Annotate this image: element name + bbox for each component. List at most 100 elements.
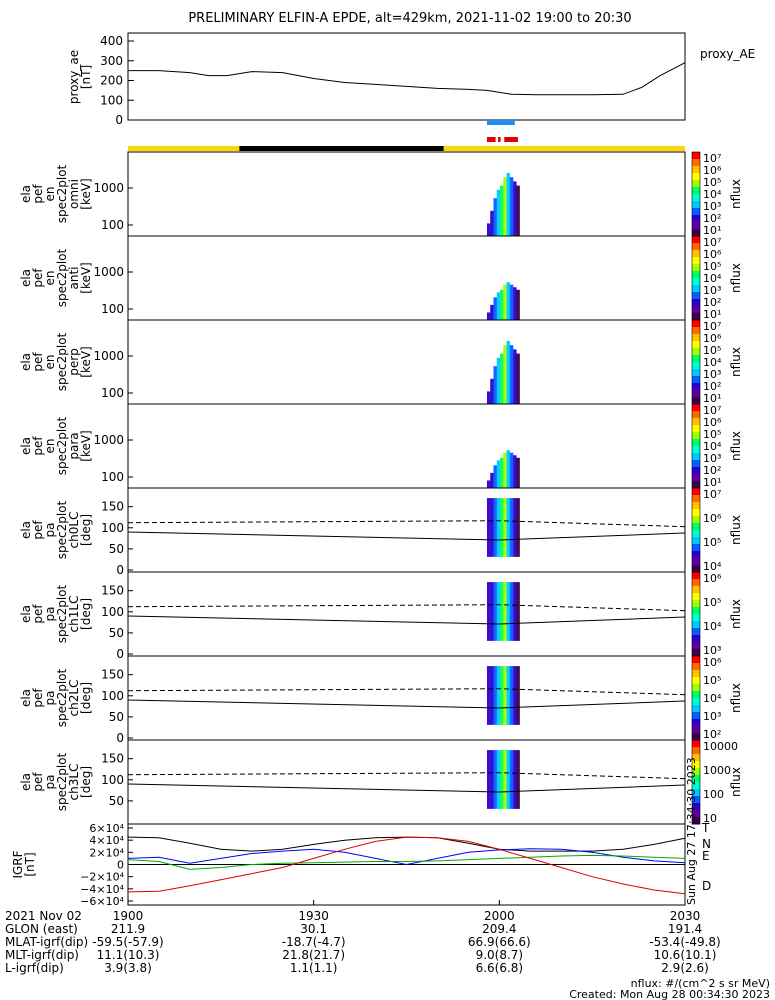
colorbar-swatch: [692, 656, 700, 664]
footer-created: Created: Mon Aug 28 00:34:30 2023: [569, 988, 770, 1000]
spectrogram-cell: [509, 284, 514, 320]
spectrogram-cell: [516, 666, 520, 725]
panel-ch1LC-data: [486, 582, 520, 641]
colorbar-swatch: [692, 278, 700, 286]
colorbar-swatch: [692, 495, 700, 503]
panel-ch2LC-colorbar-tick: 10²: [703, 728, 721, 741]
panel-perp-colorbar-label: nflux: [729, 347, 743, 377]
colorbar-swatch: [692, 432, 700, 440]
xaxis-row-value: 3.9(3.8): [104, 961, 152, 975]
colorbar-swatch: [692, 740, 700, 748]
colorbar-swatch: [692, 320, 700, 328]
panel-para-frame: [127, 403, 686, 489]
spectrogram-cell: [500, 457, 504, 488]
panel-ch2LC-colorbar-label-text: nflux: [729, 683, 743, 713]
panel-ch2LC-ylabel-line: pa: [43, 691, 57, 706]
panel-ch0LC-colorbar-label: nflux: [729, 515, 743, 545]
spectrogram-cell: [503, 345, 507, 404]
proxy-ae-ylabel-line: [nT]: [79, 65, 93, 89]
colorbar-swatch: [692, 215, 700, 223]
panel-ch3LC-colorbar-tick: 1000: [703, 764, 731, 777]
colorbar-swatch: [692, 586, 700, 594]
colorbar-swatch: [692, 551, 700, 559]
spectrogram-cell: [500, 666, 504, 725]
spectrogram-cell: [509, 498, 514, 557]
panel-ch2LC-ylabel-line: [deg]: [79, 682, 93, 714]
panel-para-ylabel-line: [keV]: [79, 430, 93, 461]
colorbar-swatch: [692, 355, 700, 363]
spectrogram-cell: [513, 750, 517, 809]
panel-para-colorbar-tick: 10³: [703, 452, 721, 465]
panel-para-data: [486, 450, 520, 488]
colorbar-swatch: [692, 719, 700, 727]
panel-ch2LC-colorbar-tick: 10⁴: [703, 692, 722, 705]
panel-omni-ylabel-line: pef: [31, 184, 45, 204]
panel-ch0LC-ylabel-line: pa: [43, 523, 57, 538]
xaxis-row-value: 30.1: [300, 922, 327, 936]
spectrogram-cell: [506, 750, 511, 809]
panel-ch1LC-ytick-label: 150: [101, 584, 124, 598]
spectrogram-cell: [516, 289, 520, 320]
panel-para-colorbar-tick: 10⁴: [703, 440, 722, 453]
panel-ch3LC-ylabel-line: pa: [43, 775, 57, 790]
colorbar-swatch: [692, 817, 700, 825]
panel-anti-ytick-label: 100: [101, 302, 124, 316]
panel-para-ytick-label: 1000: [93, 433, 124, 447]
panel-ch3LC-loss-cone-line: [127, 783, 686, 793]
spectrogram-cell: [503, 284, 507, 320]
panel-ch3LC-ytick-label: 150: [101, 752, 124, 766]
colorbar-swatch: [692, 201, 700, 209]
spectrogram-cell: [506, 450, 511, 488]
panel-omni-colorbar-tick: 10⁵: [703, 176, 721, 189]
panel-perp-ylabel-line: ela: [19, 353, 33, 371]
panel-anti-ylabel-line: pef: [31, 268, 45, 288]
colorbar-swatch: [692, 621, 700, 629]
colorbar-swatch: [692, 789, 700, 797]
igrf-ytick-label: −4×10⁴: [80, 883, 124, 896]
xaxis-row-value: 66.9(66.6): [468, 935, 531, 949]
panel-ch1LC-colorbar-tick: 10⁴: [703, 620, 722, 633]
panel-ch3LC-colorbar-label: nflux: [729, 767, 743, 797]
panel-anti-ylabel-line: ela: [19, 269, 33, 287]
colorbar-swatch: [692, 194, 700, 202]
colorbar-swatch: [692, 691, 700, 699]
xaxis-time-tick: 2030: [670, 909, 701, 923]
colorbar-swatch: [692, 187, 700, 195]
igrf-legend-N: N: [702, 837, 711, 851]
proxy-ae-frame: [127, 32, 686, 121]
side-timestamp-text: Sun Aug 27 17:34:30 2023: [685, 757, 698, 905]
colorbar-swatch: [692, 698, 700, 706]
panel-omni-colorbar-label: nflux: [729, 179, 743, 209]
xaxis-row-value: 209.4: [482, 922, 516, 936]
panel-anti-colorbar-tick: 10²: [703, 296, 721, 309]
panel-ch0LC-ytick-label: 150: [101, 500, 124, 514]
spectrogram-cell: [493, 498, 497, 557]
panel-ch0LC-frame: [127, 487, 686, 573]
panel-omni-ytick-label: 100: [101, 218, 124, 232]
colorbar-swatch: [692, 348, 700, 356]
colorbar-swatch: [692, 684, 700, 692]
panel-anti-ylabel-line: [keV]: [79, 262, 93, 293]
colorbar-swatch: [692, 712, 700, 720]
side-timestamp: Sun Aug 27 17:34:30 2023: [685, 757, 698, 905]
colorbar-swatch: [692, 152, 700, 160]
spectrogram-cell: [506, 282, 511, 320]
spectrogram-cell: [496, 292, 501, 320]
spectrogram-cell: [496, 582, 501, 641]
spectrogram-cell: [513, 666, 517, 725]
panel-ch2LC-ylabel-line: ela: [19, 689, 33, 707]
colorbar-swatch: [692, 418, 700, 426]
xaxis-time-tick: 1930: [298, 909, 329, 923]
spectrogram-cell: [509, 750, 514, 809]
colorbar-swatch: [692, 544, 700, 552]
colorbar-swatch: [692, 481, 700, 489]
colorbar-swatch: [692, 376, 700, 384]
colorbar-swatch: [692, 642, 700, 650]
colorbar-swatch: [692, 803, 700, 811]
spectrogram-cell: [503, 582, 507, 641]
panel-anti-colorbar-tick: 10⁶: [703, 248, 722, 261]
spectrogram-cell: [493, 582, 497, 641]
